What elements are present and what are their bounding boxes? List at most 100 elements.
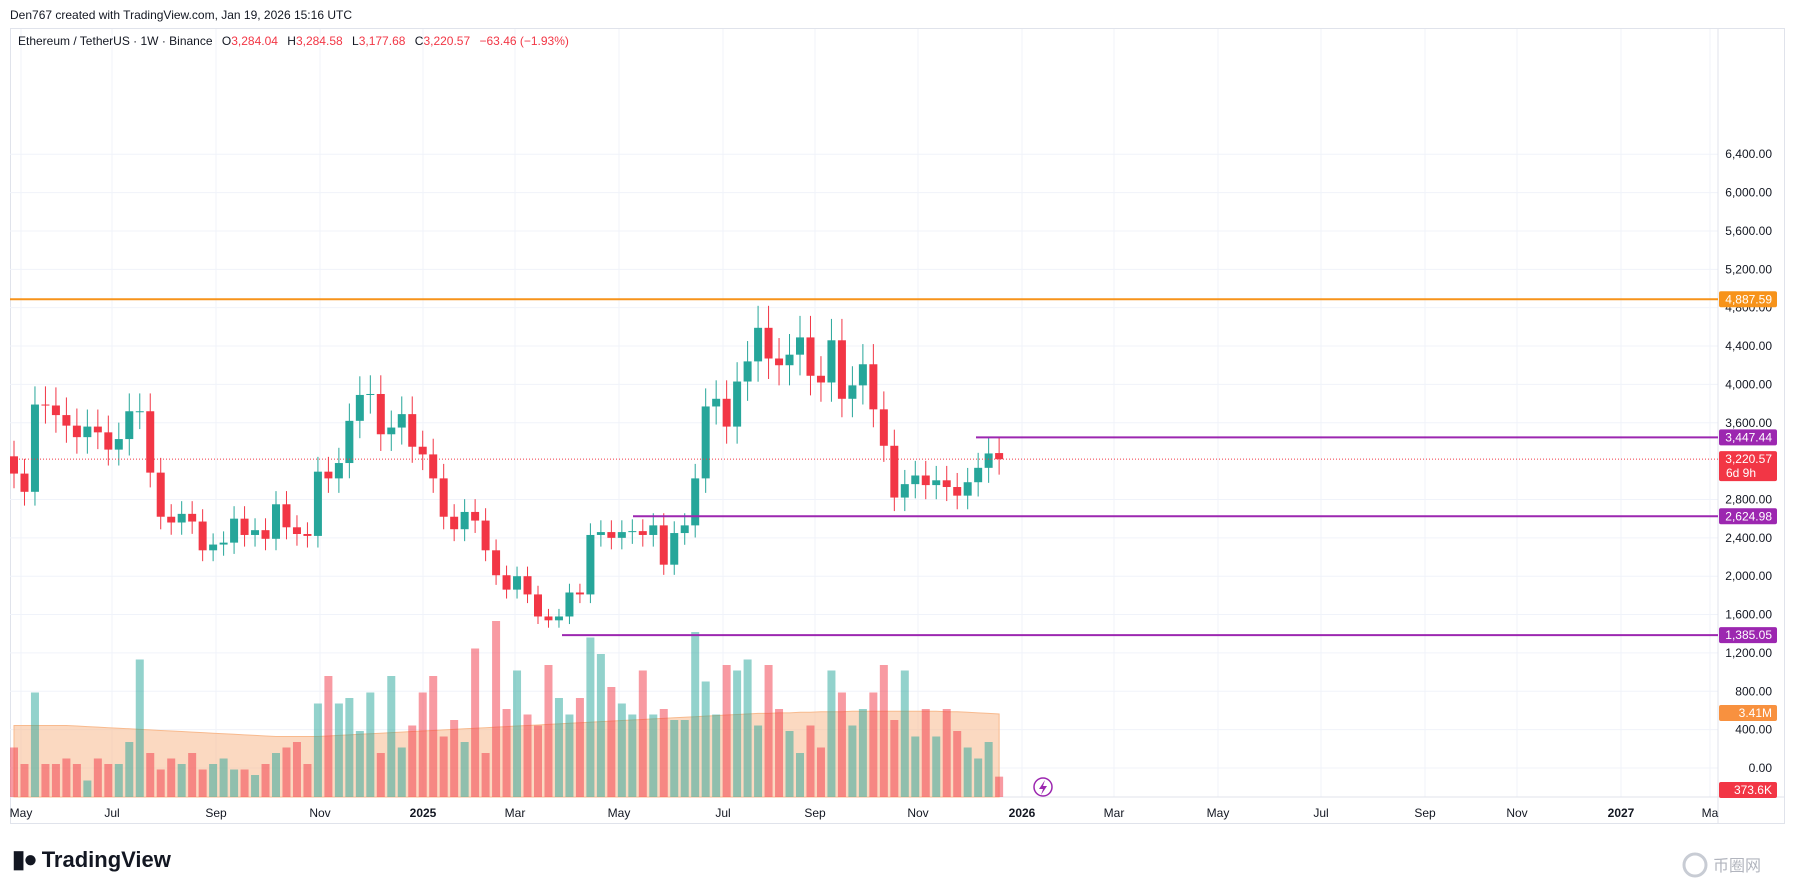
symbol-name: Ethereum / TetherUS · 1W · Binance [18, 34, 213, 48]
volume-bar [429, 676, 437, 797]
volume-bar [922, 709, 930, 797]
price-tick-label: 6,000.00 [1725, 186, 1772, 200]
tag-resistance-high: 4,887.59 [1719, 291, 1777, 307]
volume-bar [534, 726, 542, 798]
candle [786, 334, 794, 385]
candle [83, 410, 91, 454]
volume-bar [251, 775, 259, 797]
candle [314, 457, 322, 548]
candle [419, 431, 427, 470]
volume-bar [345, 698, 353, 797]
volume-bar [293, 742, 301, 797]
volume-bar [555, 698, 563, 797]
price-tick-label: 2,000.00 [1725, 569, 1772, 583]
volume-bar [702, 682, 710, 798]
volume-bar [83, 781, 91, 798]
volume-bar [974, 759, 982, 798]
candle [901, 470, 909, 511]
candle [649, 513, 657, 546]
volume-bar [733, 671, 741, 798]
volume-bar [41, 764, 49, 797]
candle [597, 520, 605, 546]
svg-text:3,220.57: 3,220.57 [1725, 452, 1772, 466]
volume-bar [649, 715, 657, 798]
price-tick-label: 400.00 [1735, 723, 1772, 737]
countdown-label: 6d 9h [1726, 466, 1756, 480]
volume-bar [136, 660, 144, 798]
volume-bar [901, 671, 909, 798]
volume-bar [157, 770, 165, 798]
candle [670, 521, 678, 575]
price-tick-label: 2,800.00 [1725, 492, 1772, 506]
time-tick-label: Jul [1313, 806, 1328, 820]
volume-bar [744, 660, 752, 798]
candle [293, 515, 301, 545]
time-tick-label: 2025 [410, 806, 437, 820]
volume-bar [827, 671, 835, 798]
volume-bar [953, 731, 961, 797]
volume-bar [178, 764, 186, 797]
price-tick-label: 4,000.00 [1725, 377, 1772, 391]
volume-bar [62, 759, 70, 798]
time-tick-label: Jul [104, 806, 119, 820]
price-tick-label: 2,400.00 [1725, 531, 1772, 545]
volume-bar [723, 665, 731, 797]
volume-bar [262, 764, 270, 797]
candle [890, 430, 898, 511]
candle [544, 609, 552, 628]
price-tick-label: 5,200.00 [1725, 262, 1772, 276]
volume-bar [303, 764, 311, 797]
volume-bar [932, 737, 940, 798]
volume-bar [660, 709, 668, 797]
lightning-icon[interactable] [1034, 778, 1052, 796]
candle [10, 441, 18, 489]
volume-bar [503, 709, 511, 797]
price-tick-label: 0.00 [1749, 761, 1773, 775]
time-tick-label: Sep [804, 806, 826, 820]
volume-bar [167, 759, 175, 798]
volume-bar [943, 709, 951, 797]
time-tick-label: 2026 [1009, 806, 1036, 820]
candle [953, 473, 961, 509]
volume-bar [806, 726, 814, 798]
volume-bar [597, 654, 605, 797]
candle [167, 504, 175, 535]
volume-bar [869, 693, 877, 798]
candle [555, 609, 563, 628]
volume-bar [125, 742, 133, 797]
candle [461, 499, 469, 541]
volume-bar [482, 753, 490, 797]
candle [20, 459, 28, 506]
close-value: 3,220.57 [423, 34, 470, 48]
candle [660, 513, 668, 575]
candle [324, 457, 332, 493]
volume-bar [838, 693, 846, 798]
candle [712, 380, 720, 424]
candle [230, 506, 238, 554]
open-label: O [222, 34, 231, 48]
volume-bar [10, 748, 18, 798]
candle [817, 356, 825, 402]
symbol-legend: Ethereum / TetherUS · 1W · Binance O3,28… [18, 34, 569, 48]
candle [356, 376, 364, 438]
candle [94, 410, 102, 450]
tradingview-logo[interactable]: ▮● TradingView [12, 845, 171, 874]
volume-bar [398, 748, 406, 798]
volume-bar [282, 748, 290, 798]
volume-bar [419, 693, 427, 798]
candle [303, 522, 311, 547]
chart-grid [10, 29, 1785, 824]
tag-support-mid: 2,624.98 [1719, 508, 1777, 524]
candle [157, 458, 165, 529]
candle [628, 519, 636, 544]
time-tick-label: Sep [1414, 806, 1436, 820]
candle [691, 464, 699, 538]
candle [985, 438, 993, 483]
candle [733, 362, 741, 443]
volume-bar [356, 731, 364, 797]
candles [10, 306, 1003, 628]
candle [178, 501, 186, 535]
svg-text:3.41M: 3.41M [1739, 706, 1772, 720]
price-tick-label: 1,600.00 [1725, 608, 1772, 622]
